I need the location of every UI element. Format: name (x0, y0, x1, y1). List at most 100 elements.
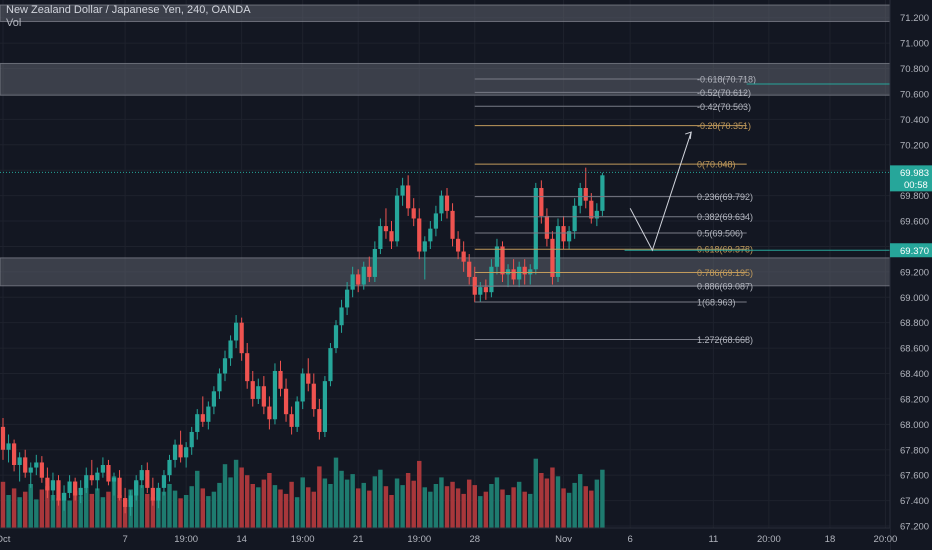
volume-bar (145, 493, 150, 528)
candle-body (383, 226, 389, 232)
volume-bar (89, 493, 95, 528)
candle-body (361, 266, 366, 285)
candle-body (433, 213, 439, 229)
candle-body (45, 477, 50, 491)
arrow-head-icon (685, 131, 692, 140)
candle-body (250, 381, 255, 399)
candle-body (511, 269, 516, 280)
price-tick-label: 69.600 (900, 217, 929, 228)
candle-body (356, 274, 361, 285)
volume-bar (272, 485, 278, 528)
candle-body (134, 480, 139, 496)
time-tick-label: 18 (825, 534, 836, 545)
volume-bar (244, 475, 250, 528)
fib-level-label: 0.5(69.506) (697, 228, 743, 238)
candle-body (39, 462, 44, 478)
candle-body (156, 487, 161, 501)
candle-body (539, 187, 544, 216)
volume-bar (306, 487, 311, 528)
candle-body (84, 475, 89, 488)
candle-body (317, 409, 322, 432)
volume-bar (422, 487, 428, 528)
volume-bar (172, 490, 178, 528)
volume-bar (233, 459, 239, 528)
target-price-label: 69.370 (900, 246, 929, 257)
volume-bar (355, 488, 361, 528)
candle-body (23, 457, 28, 473)
volume-bar (511, 487, 516, 528)
volume-bar (133, 481, 139, 528)
candle-body (572, 205, 577, 232)
candle-body (189, 431, 194, 448)
candle-body (455, 238, 461, 252)
volume-bar (222, 464, 228, 528)
countdown-label: 00:58 (904, 180, 928, 191)
candle-body (489, 266, 494, 293)
last-price-badge (890, 165, 932, 192)
candle-body (267, 406, 272, 420)
candle-body (411, 208, 416, 219)
time-tick-label: 6 (628, 534, 633, 545)
candle-body (566, 231, 572, 242)
candle-body (161, 475, 167, 488)
candle-body (217, 373, 222, 392)
candle-body (350, 274, 355, 290)
candle-body (522, 266, 527, 275)
volume-bar (206, 496, 211, 528)
volume-bar (561, 488, 566, 528)
volume-bar (583, 486, 588, 528)
volume-bar (300, 477, 305, 528)
volume-bar (555, 476, 561, 528)
fib-level-label: -0.28(70.351) (697, 121, 751, 131)
volume-bar (461, 493, 466, 528)
candle-body (200, 414, 205, 422)
candle-body (322, 381, 328, 432)
candle-body (150, 487, 155, 501)
price-zone[interactable] (0, 62, 891, 96)
price-zone[interactable] (0, 257, 891, 287)
time-tick-label: Oct (0, 534, 11, 545)
volume-bar (500, 489, 505, 528)
candle-body (439, 195, 444, 214)
time-tick-label: 21 (353, 534, 364, 545)
volume-bar (378, 469, 383, 528)
price-tick-label: 68.600 (900, 344, 929, 355)
volume-bar (22, 491, 28, 528)
time-tick-label: 19:00 (407, 534, 431, 545)
volume-bar (178, 498, 183, 528)
volume-bar (150, 497, 156, 528)
candle-body (67, 481, 72, 493)
volume-bar (278, 489, 283, 528)
volume-bar (539, 473, 544, 528)
candle-body (417, 218, 422, 252)
volume-bar (317, 466, 322, 528)
candle-body (505, 269, 511, 275)
time-axis-background (0, 528, 890, 550)
fib-level-label: 0.382(69.634) (697, 212, 753, 222)
volume-bar (344, 479, 350, 528)
volume-bar (550, 467, 555, 528)
forecast-path[interactable] (629, 131, 692, 252)
volume-bar (217, 482, 222, 528)
candle-body (111, 477, 117, 482)
volume-bar (572, 482, 577, 528)
candle-body (95, 472, 100, 481)
volume-bar (483, 491, 489, 528)
candle-body (600, 175, 605, 211)
fib-level-label: 1.272(68.668) (697, 335, 753, 345)
candle-body (61, 492, 67, 501)
volume-bar (466, 479, 472, 528)
volume-bar (95, 488, 100, 528)
candle-body (333, 325, 339, 349)
volume-bar (39, 489, 45, 528)
volume-bar (117, 495, 122, 528)
volume-bar (50, 495, 56, 528)
fibonacci-tool: -0.618(70.718) -0.52(70.612) -0.42(70.503)… (474, 74, 890, 345)
volume-bar (383, 486, 389, 528)
price-tick-label: 68.000 (900, 420, 929, 431)
price-tick-label: 67.800 (900, 445, 929, 456)
volume-bar (394, 478, 400, 528)
candle-body (400, 185, 405, 196)
